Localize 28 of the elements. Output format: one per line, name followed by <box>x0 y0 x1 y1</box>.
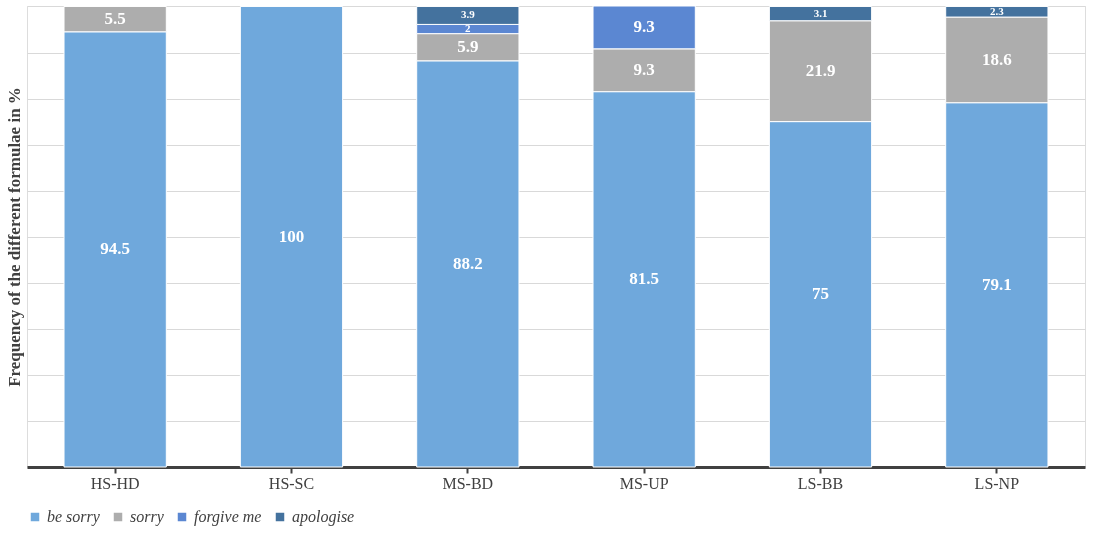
x-tick-label: LS-BB <box>797 474 844 492</box>
legend-label: be sorry <box>47 508 101 526</box>
x-tick-label: HS-SC <box>268 474 315 492</box>
x-tick-label: MS-BD <box>442 474 494 492</box>
data-label: 18.6 <box>981 49 1012 69</box>
data-label: 2 <box>465 22 472 35</box>
data-label: 100 <box>278 226 305 246</box>
y-axis-title: Frequency of the different formulae in % <box>4 87 24 387</box>
data-label: 9.3 <box>633 17 655 37</box>
data-label: 94.5 <box>100 239 131 259</box>
data-label: 3.1 <box>813 6 828 19</box>
data-label: 21.9 <box>805 61 836 81</box>
data-label: 88.2 <box>452 253 483 273</box>
data-label: 79.1 <box>981 274 1012 294</box>
data-label: 5.5 <box>104 9 126 29</box>
x-tick-label: LS-NP <box>974 474 1020 492</box>
data-label: 75 <box>812 284 829 304</box>
data-label: 2.3 <box>989 4 1005 17</box>
data-label: 9.3 <box>633 60 655 80</box>
x-tick-label: HS-HD <box>90 474 140 492</box>
data-label: 3.9 <box>460 8 476 21</box>
x-tick-label: MS-UP <box>619 474 669 492</box>
legend-label: forgive me <box>194 508 262 526</box>
legend-label: sorry <box>130 508 165 526</box>
legend-label: apologise <box>292 508 355 526</box>
data-label: 81.5 <box>629 269 660 289</box>
bar <box>239 5 344 468</box>
data-label: 5.9 <box>457 37 479 57</box>
